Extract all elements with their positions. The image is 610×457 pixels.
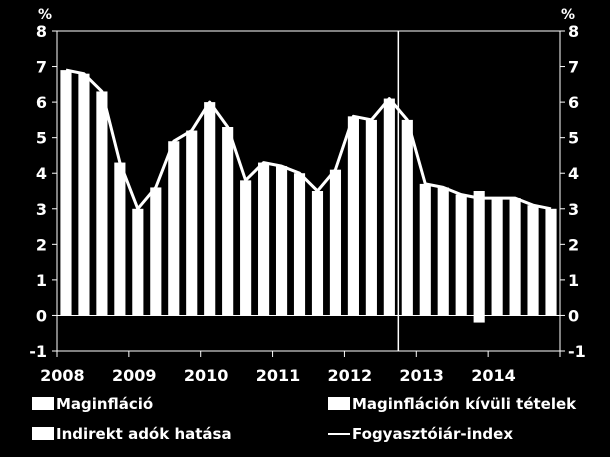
bar-core-2012Q2 xyxy=(365,119,377,316)
legend-label-2: Indirekt adók hatása xyxy=(56,425,232,443)
bar-core-2008Q4 xyxy=(114,162,126,316)
bar-core-2014Q1 xyxy=(491,198,503,316)
plot-frame xyxy=(56,30,561,352)
bar-core-2011Q2 xyxy=(293,173,306,316)
y-tick-label-right: 7 xyxy=(568,58,579,77)
legend-label-0: Maginfláció xyxy=(56,395,153,413)
y-tick-label-left: 3 xyxy=(36,200,47,219)
bar-core-2009Q1 xyxy=(132,208,144,316)
y-tick-label-right: 1 xyxy=(568,271,579,290)
bar-core-2011Q3 xyxy=(311,191,324,316)
plot-border xyxy=(56,30,561,352)
cpi-line xyxy=(65,68,552,211)
bar-core-2010Q3 xyxy=(240,180,252,316)
bar-series xyxy=(60,70,557,323)
legend-swatch-2 xyxy=(32,427,54,440)
y-tick-label-left: -1 xyxy=(29,342,47,361)
legend-swatch-0 xyxy=(32,397,54,410)
x-tick-label-2014: 2014 xyxy=(471,366,516,385)
bar-core-2013Q4 xyxy=(473,191,485,316)
line-series xyxy=(65,68,552,211)
legend: Maginfláció Maginfláción kívüli tételek In… xyxy=(32,395,577,443)
x-tick-label-2011: 2011 xyxy=(256,366,301,385)
legend-label-3: Fogyasztóiár-index xyxy=(352,425,513,443)
bar-core-2014Q2 xyxy=(509,198,521,316)
y-unit-right: % xyxy=(561,7,575,23)
bar-core-2012Q3 xyxy=(383,98,395,316)
bar-core-2009Q4 xyxy=(186,130,198,316)
y-tick-label-left: 5 xyxy=(36,129,47,148)
y-tick-label-right: -1 xyxy=(568,342,586,361)
bar-core-2008Q3 xyxy=(96,91,108,316)
y-tick-label-left: 4 xyxy=(36,164,47,183)
bar-core-2008Q1 xyxy=(60,70,72,316)
legend-label-1: Maginfláción kívüli tételek xyxy=(352,395,577,413)
y-tick-label-right: 2 xyxy=(568,235,579,254)
bar-core-2008Q2 xyxy=(78,73,90,316)
y-tick-label-right: 3 xyxy=(568,200,579,219)
x-tick-label-2013: 2013 xyxy=(399,366,444,385)
x-tick-label-2009: 2009 xyxy=(112,366,157,385)
y-tick-label-left: 7 xyxy=(36,58,47,77)
y-tick-label-left: 0 xyxy=(36,306,47,325)
y-tick-label-right: 4 xyxy=(568,164,579,183)
bar-core-2010Q1 xyxy=(204,102,216,316)
bar-core-2013Q2 xyxy=(437,187,449,316)
y-tick-label-right: 0 xyxy=(568,306,579,325)
x-tick-label-2008: 2008 xyxy=(40,366,85,385)
y-tick-label-right: 8 xyxy=(568,22,579,41)
bar-core-2011Q1 xyxy=(275,166,288,316)
bar-core-2011Q4 xyxy=(329,169,342,316)
y-tick-label-right: 5 xyxy=(568,129,579,148)
bar-core-2012Q4 xyxy=(401,119,413,316)
bar-noncore-2013Q4 xyxy=(473,315,485,323)
bar-core-2014Q3 xyxy=(527,205,539,316)
axes: -1 -1 0 0 1 1 2 2 3 3 4 4 5 5 6 6 7 7 8 8% % 2008 2009 2010 2011… xyxy=(29,7,586,385)
bar-core-2013Q1 xyxy=(419,183,431,316)
bar-core-2010Q2 xyxy=(222,127,234,316)
legend-swatch-1 xyxy=(328,397,350,410)
y-unit-left: % xyxy=(38,7,52,23)
bar-core-2009Q2 xyxy=(150,187,162,316)
y-tick-label-left: 2 xyxy=(36,235,47,254)
y-tick-label-right: 6 xyxy=(568,93,579,112)
x-tick-label-2010: 2010 xyxy=(184,366,229,385)
y-tick-label-left: 6 xyxy=(36,93,47,112)
bar-core-2010Q4 xyxy=(258,162,270,316)
bar-core-2012Q1 xyxy=(347,116,359,316)
bar-core-2013Q3 xyxy=(455,194,467,316)
bar-core-2014Q4 xyxy=(545,208,557,316)
bar-core-2009Q3 xyxy=(168,141,180,316)
x-tick-label-2012: 2012 xyxy=(328,366,373,385)
y-tick-label-left: 1 xyxy=(36,271,47,290)
y-tick-label-left: 8 xyxy=(36,22,47,41)
